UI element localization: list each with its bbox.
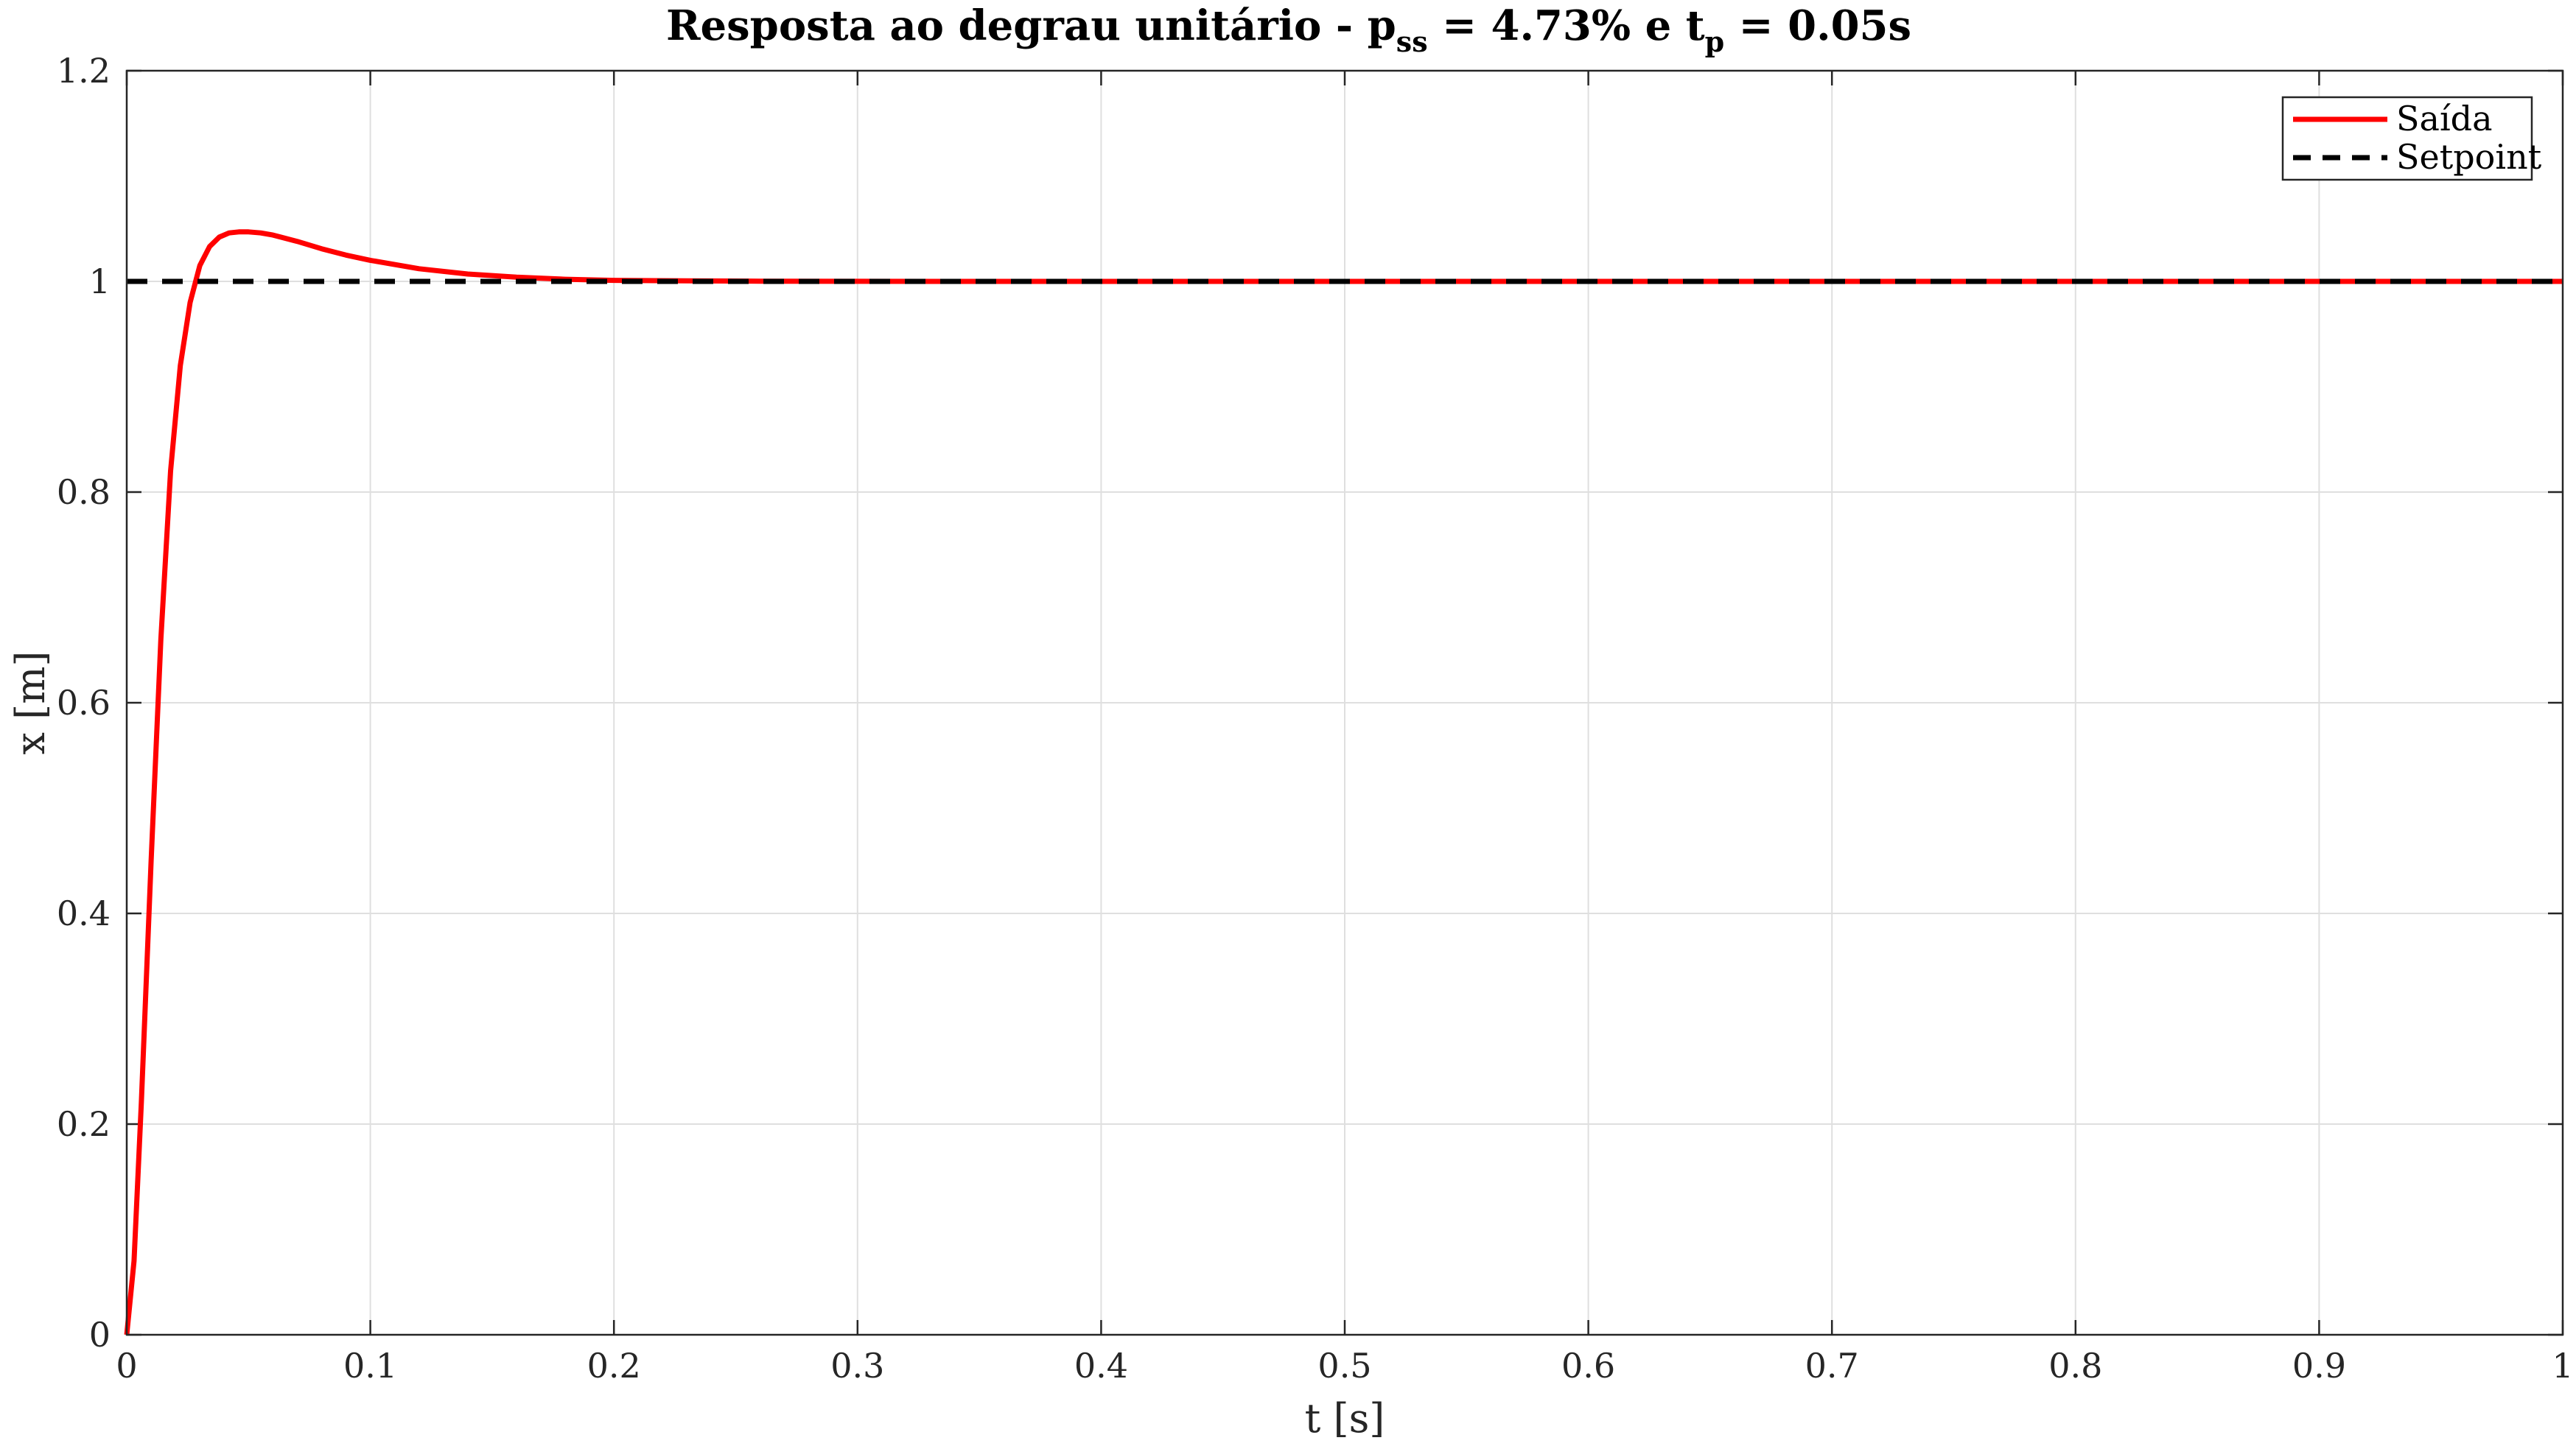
x-tick-label: 0.7 (1805, 1346, 1859, 1386)
y-axis-label: x [m] (7, 651, 54, 755)
x-tick-label: 1 (2552, 1346, 2573, 1386)
legend-box (2281, 96, 2533, 181)
axes-frame (125, 69, 2564, 1336)
x-tick-label: 0.9 (2292, 1346, 2346, 1386)
x-tick-label: 0.5 (1317, 1346, 1371, 1386)
chart-title: Resposta ao degrau unitário - pss = 4.73… (666, 1, 1911, 58)
x-axis-label: t [s] (1305, 1395, 1385, 1442)
title-sub-p: p (1705, 25, 1725, 58)
x-tick-label: 0.3 (830, 1346, 884, 1386)
title-sub-ss: ss (1396, 25, 1428, 58)
title-mid: = 4.73% e t (1428, 1, 1705, 50)
y-tick-label: 0.2 (57, 1104, 111, 1144)
x-tick-label: 0 (116, 1346, 137, 1386)
y-tick-label: 0 (89, 1315, 111, 1355)
legend-label: Setpoint (2396, 137, 2542, 177)
y-tick-label: 1 (89, 262, 111, 301)
y-tick-label: 0.4 (57, 894, 111, 933)
y-tick-label: 0.6 (57, 683, 111, 723)
y-tick-label: 0.8 (57, 472, 111, 512)
x-tick-label: 0.1 (343, 1346, 397, 1386)
series-line-saida (124, 229, 2563, 1336)
title-end: = 0.05s (1724, 1, 1911, 50)
x-tick-label: 0.2 (587, 1346, 641, 1386)
title-main: Resposta ao degrau unitário - p (666, 1, 1396, 50)
legend-label: Saída (2396, 99, 2493, 138)
tick-labels: 0 0.1 0.2 0.3 0.4 0.5 0.6 0.7 0.8 0.9 1 0 0.2 0.4 0.6 0… (57, 51, 2574, 1386)
y-tick-label: 1.2 (57, 51, 111, 91)
x-tick-label: 0.4 (1074, 1346, 1128, 1386)
x-tick-label: 0.8 (2048, 1346, 2102, 1386)
x-tick-label: 0.6 (1561, 1346, 1615, 1386)
series-group (124, 229, 2563, 1336)
plot-area (124, 69, 2564, 1336)
